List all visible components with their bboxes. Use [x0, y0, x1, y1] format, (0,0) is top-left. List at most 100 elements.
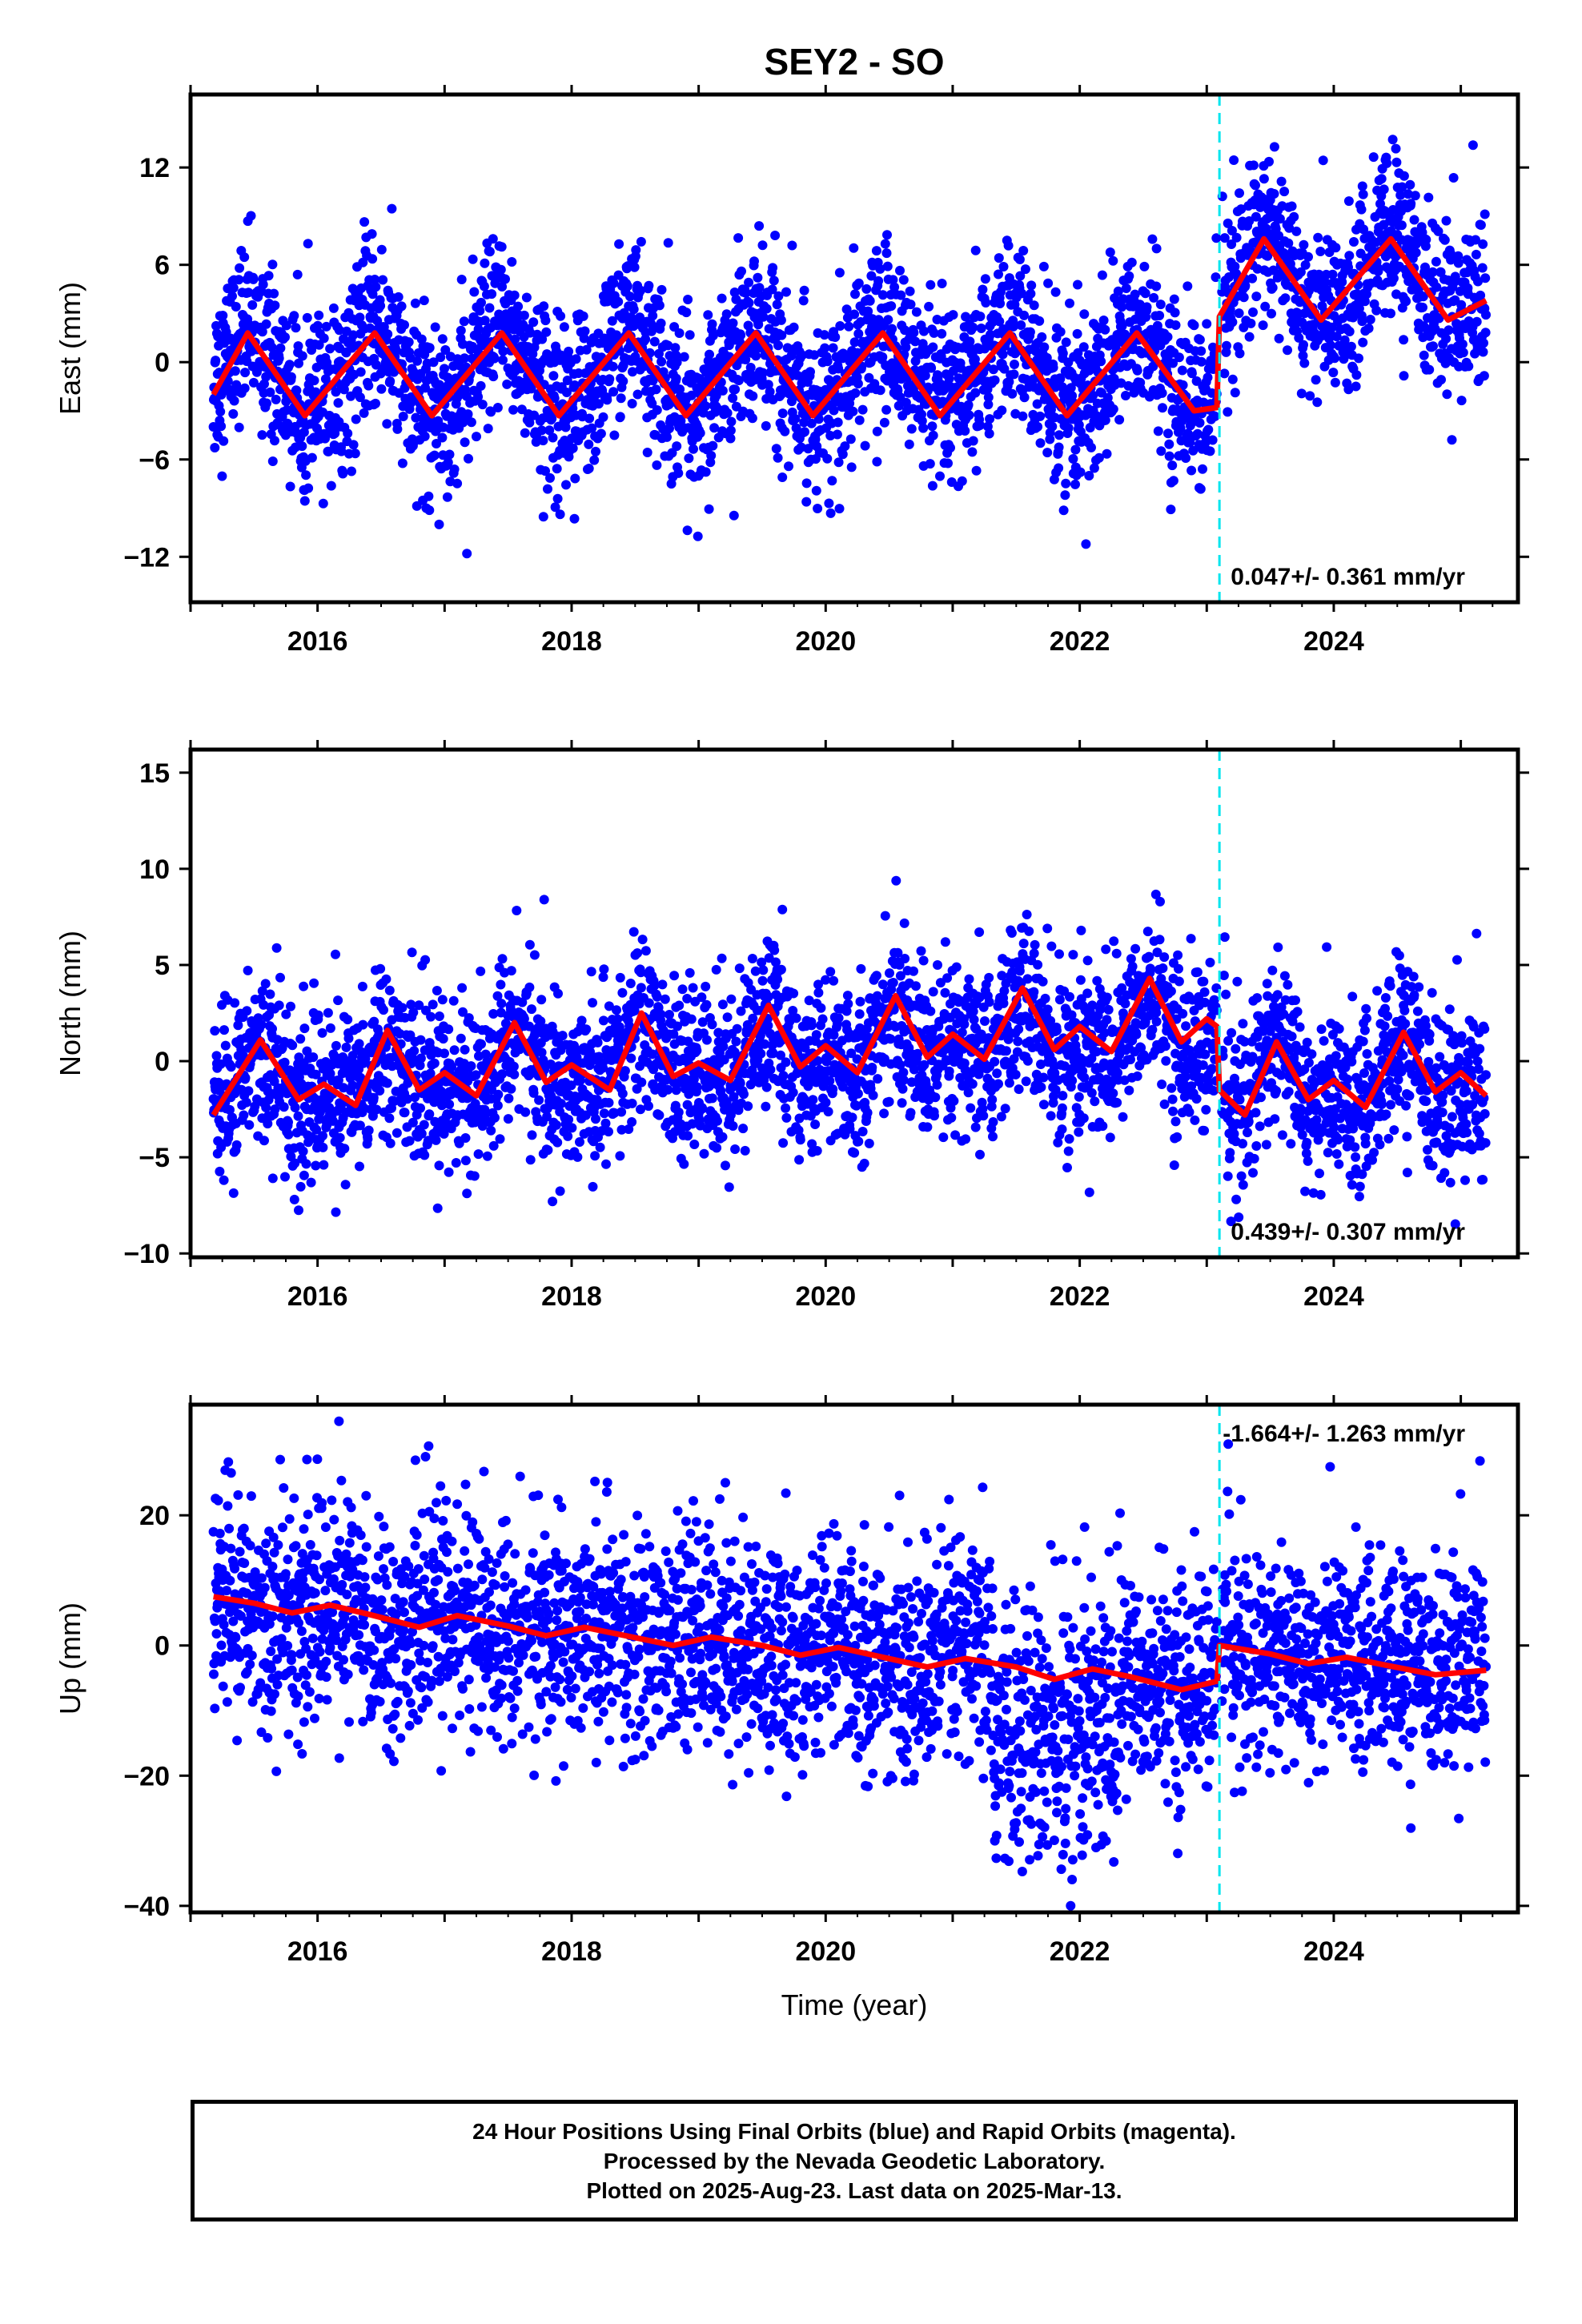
data-point: [1151, 243, 1162, 254]
data-point: [758, 312, 769, 322]
data-point: [291, 385, 302, 396]
data-point: [1351, 381, 1361, 392]
data-point: [543, 484, 552, 494]
data-point: [539, 895, 549, 905]
data-point: [624, 1124, 634, 1134]
data-point: [754, 221, 765, 231]
data-point: [488, 1140, 499, 1151]
data-point: [712, 1143, 722, 1153]
data-point: [257, 327, 267, 337]
data-point: [889, 282, 900, 292]
data-point: [671, 373, 681, 384]
data-point: [1296, 388, 1307, 399]
data-point: [614, 1022, 624, 1032]
data-point: [669, 322, 680, 332]
data-point: [1234, 308, 1244, 319]
data-point: [215, 407, 226, 416]
data-point: [536, 1016, 546, 1027]
data-point: [1471, 235, 1480, 245]
data-point: [963, 400, 974, 410]
data-point: [1018, 246, 1029, 255]
data-point: [1356, 204, 1367, 215]
data-point: [320, 374, 331, 384]
data-point: [787, 240, 797, 251]
data-point: [1121, 391, 1130, 400]
data-point: [800, 427, 809, 437]
data-point: [627, 1098, 637, 1108]
data-point: [1151, 281, 1162, 292]
data-point: [904, 439, 914, 449]
data-point: [1063, 423, 1074, 433]
data-point: [317, 1027, 327, 1038]
data-point: [702, 1035, 712, 1045]
data-point: [521, 292, 532, 303]
data-point: [415, 1060, 425, 1071]
points-group-0: [208, 135, 1491, 559]
data-point: [293, 341, 303, 352]
data-point: [967, 447, 978, 457]
data-point: [297, 351, 307, 361]
data-point: [1264, 156, 1274, 167]
data-point: [665, 1010, 674, 1019]
data-point: [1259, 174, 1269, 184]
data-point: [372, 316, 383, 326]
data-point: [1055, 374, 1066, 384]
data-point: [677, 984, 688, 995]
data-point: [1042, 352, 1052, 363]
data-point: [1480, 209, 1490, 219]
data-point: [964, 410, 974, 420]
data-point: [771, 444, 781, 454]
data-point: [736, 330, 746, 340]
data-point: [829, 405, 839, 416]
data-point: [497, 954, 508, 964]
data-point: [489, 353, 500, 364]
data-point: [835, 321, 845, 331]
data-point: [432, 1203, 443, 1213]
data-point: [1060, 490, 1070, 501]
data-point: [929, 328, 939, 338]
data-point: [437, 1100, 447, 1111]
data-point: [261, 319, 271, 329]
data-point: [581, 1024, 592, 1035]
data-point: [1431, 256, 1441, 267]
data-point: [744, 277, 754, 287]
data-point: [588, 1181, 598, 1192]
data-point: [864, 372, 874, 383]
data-point: [895, 265, 905, 275]
rate-label: 0.047+/- 0.361 mm/yr: [1231, 564, 1465, 590]
data-point: [1458, 348, 1468, 358]
data-point: [524, 417, 535, 428]
data-point: [1274, 333, 1284, 344]
data-point: [1403, 189, 1413, 199]
data-point: [261, 1103, 271, 1112]
data-point: [228, 1188, 239, 1198]
data-point: [693, 531, 703, 541]
data-point: [1443, 325, 1454, 336]
data-point: [738, 1124, 749, 1134]
data-point: [1359, 296, 1370, 307]
plot-frame: [188, 92, 1520, 605]
data-point: [1202, 319, 1212, 329]
data-point: [748, 1013, 758, 1023]
data-point: [588, 998, 597, 1008]
data-point: [459, 316, 469, 327]
data-point: [1054, 430, 1064, 440]
data-point: [444, 1024, 454, 1035]
data-point: [360, 1054, 371, 1064]
data-point: [256, 1019, 267, 1030]
data-point: [717, 1132, 728, 1142]
data-point: [400, 320, 409, 330]
data-point: [801, 478, 812, 489]
data-point: [375, 963, 386, 974]
data-point: [1373, 266, 1383, 276]
data-point: [674, 1000, 685, 1011]
data-point: [259, 379, 269, 389]
data-point: [1015, 271, 1026, 281]
data-point: [589, 455, 600, 465]
data-point: [682, 994, 693, 1003]
data-point: [498, 355, 508, 365]
data-point: [748, 391, 758, 401]
data-point: [234, 422, 244, 432]
data-point: [1431, 282, 1442, 292]
data-point: [671, 350, 681, 360]
